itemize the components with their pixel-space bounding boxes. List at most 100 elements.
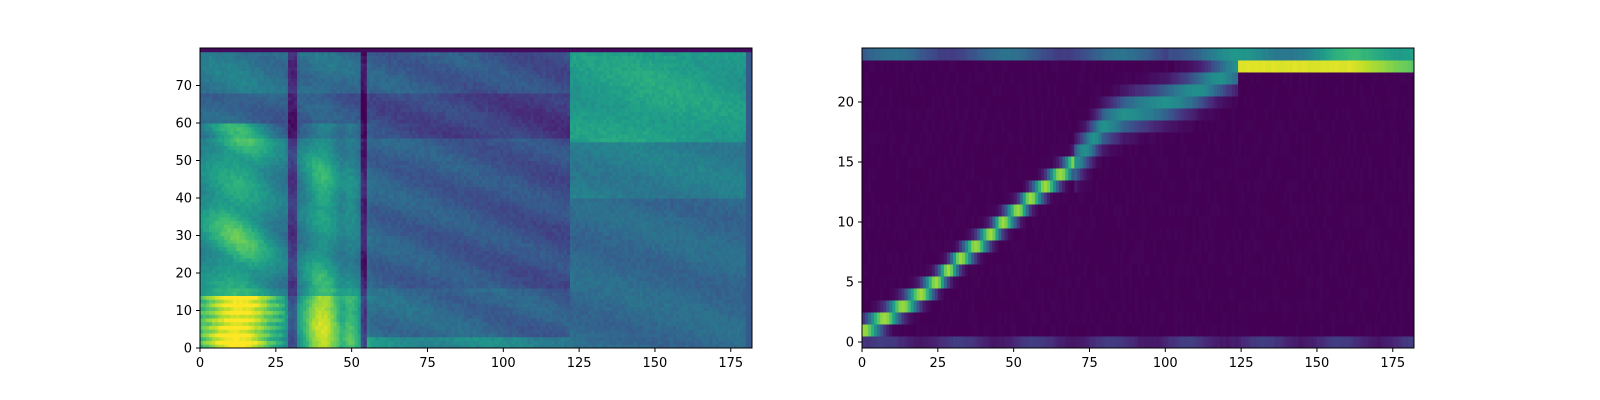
spectrogram-cell (312, 111, 316, 116)
spectrogram-cell (330, 175, 334, 180)
spectrogram-cell (294, 183, 298, 188)
spectrogram-cell (294, 51, 298, 56)
spectrogram-cell (360, 100, 365, 105)
spectrogram-cell (375, 314, 380, 319)
spectrogram-cell (281, 111, 286, 116)
spectrogram-cell (203, 261, 207, 266)
spectrogram-cell (212, 190, 216, 195)
spectrogram-cell (375, 333, 380, 338)
spectrogram-cell (254, 123, 259, 128)
spectrogram-cell (388, 280, 392, 285)
spectrogram-cell (209, 265, 213, 270)
spectrogram-cell (360, 78, 365, 83)
spectrogram-cell (257, 220, 262, 225)
spectrogram-cell (230, 321, 234, 326)
spectrogram-cell (227, 310, 231, 315)
spectrogram-cell (269, 284, 274, 289)
spectrogram-cell (287, 243, 292, 248)
spectrogram-cell (372, 216, 377, 221)
spectrogram-cell (357, 55, 362, 60)
spectrogram-cell (200, 205, 204, 210)
spectrogram-cell (233, 85, 237, 90)
spectrogram-cell (230, 51, 234, 56)
spectrogram-cell (281, 59, 286, 64)
spectrogram-cell (290, 336, 295, 341)
spectrogram-cell (294, 130, 298, 135)
spectrogram-cell (227, 70, 231, 75)
spectrogram-cell (375, 130, 380, 135)
spectrogram-cell (242, 321, 246, 326)
spectrogram-cell (251, 220, 256, 225)
spectrogram-cell (348, 186, 353, 191)
spectrogram-cell (330, 100, 334, 105)
spectrogram-cell (339, 175, 344, 180)
spectrogram-cell (227, 340, 231, 345)
spectrogram-cell (260, 111, 265, 116)
spectrogram-cell (342, 333, 347, 338)
spectrogram-cell (200, 160, 204, 165)
spectrogram-cell (236, 74, 240, 79)
spectrogram-cell (254, 183, 259, 188)
spectrogram-cell (339, 333, 344, 338)
spectrogram-cell (284, 93, 289, 98)
spectrogram-cell (287, 201, 292, 206)
spectrogram-cell (251, 145, 256, 150)
spectrogram-cell (248, 123, 253, 128)
spectrogram-cell (290, 179, 295, 184)
spectrogram-cell (381, 239, 386, 244)
spectrogram-cell (269, 63, 274, 68)
spectrogram-cell (290, 123, 295, 128)
spectrogram-cell (239, 63, 243, 68)
spectrogram-cell (203, 246, 207, 251)
spectrogram-cell (218, 63, 222, 68)
spectrogram-cell (245, 93, 250, 98)
spectrogram-cell (378, 216, 383, 221)
spectrogram-cell (321, 329, 325, 334)
spectrogram-cell (297, 318, 301, 323)
spectrogram-cell (290, 295, 295, 300)
spectrogram-cell (269, 194, 274, 199)
spectrogram-cell (266, 93, 271, 98)
spectrogram-cell (339, 325, 344, 330)
spectrogram-cell (230, 160, 234, 165)
spectrogram-cell (242, 59, 246, 64)
spectrogram-cell (375, 318, 380, 323)
spectrogram-cell (284, 329, 289, 334)
spectrogram-cell (330, 190, 334, 195)
spectrogram-cell (263, 153, 268, 158)
spectrogram-cell (357, 134, 362, 139)
spectrogram-cell (206, 261, 210, 266)
spectrogram-cell (278, 306, 283, 311)
spectrogram-cell (266, 265, 271, 270)
spectrogram-cell (257, 216, 262, 221)
spectrogram-cell (209, 63, 213, 68)
spectrogram-cell (254, 205, 259, 210)
spectrogram-cell (236, 134, 240, 139)
spectrogram-cell (221, 246, 225, 251)
spectrogram-cell (248, 273, 253, 278)
spectrogram-cell (263, 119, 268, 124)
spectrogram-cell (369, 276, 374, 281)
spectrogram-cell (342, 276, 347, 281)
spectrogram-cell (200, 126, 204, 131)
spectrogram-cell (339, 141, 344, 146)
spectrogram-cell (360, 145, 365, 150)
spectrogram-cell (209, 254, 213, 259)
spectrogram-cell (300, 179, 304, 184)
spectrogram-cell (318, 273, 322, 278)
spectrogram-cell (290, 235, 295, 240)
spectrogram-cell (309, 318, 313, 323)
spectrogram-cell (260, 126, 265, 131)
spectrogram-cell (345, 111, 350, 116)
spectrogram-cell (369, 100, 374, 105)
spectrogram-cell (348, 198, 353, 203)
spectrogram-cell (215, 115, 219, 120)
spectrogram-cell (227, 115, 231, 120)
spectrogram-cell (242, 261, 246, 266)
spectrogram-cell (327, 209, 331, 214)
spectrogram-cell (230, 66, 234, 71)
spectrogram-cell (257, 295, 262, 300)
spectrogram-cell (381, 306, 386, 311)
spectrogram-cell (239, 318, 243, 323)
